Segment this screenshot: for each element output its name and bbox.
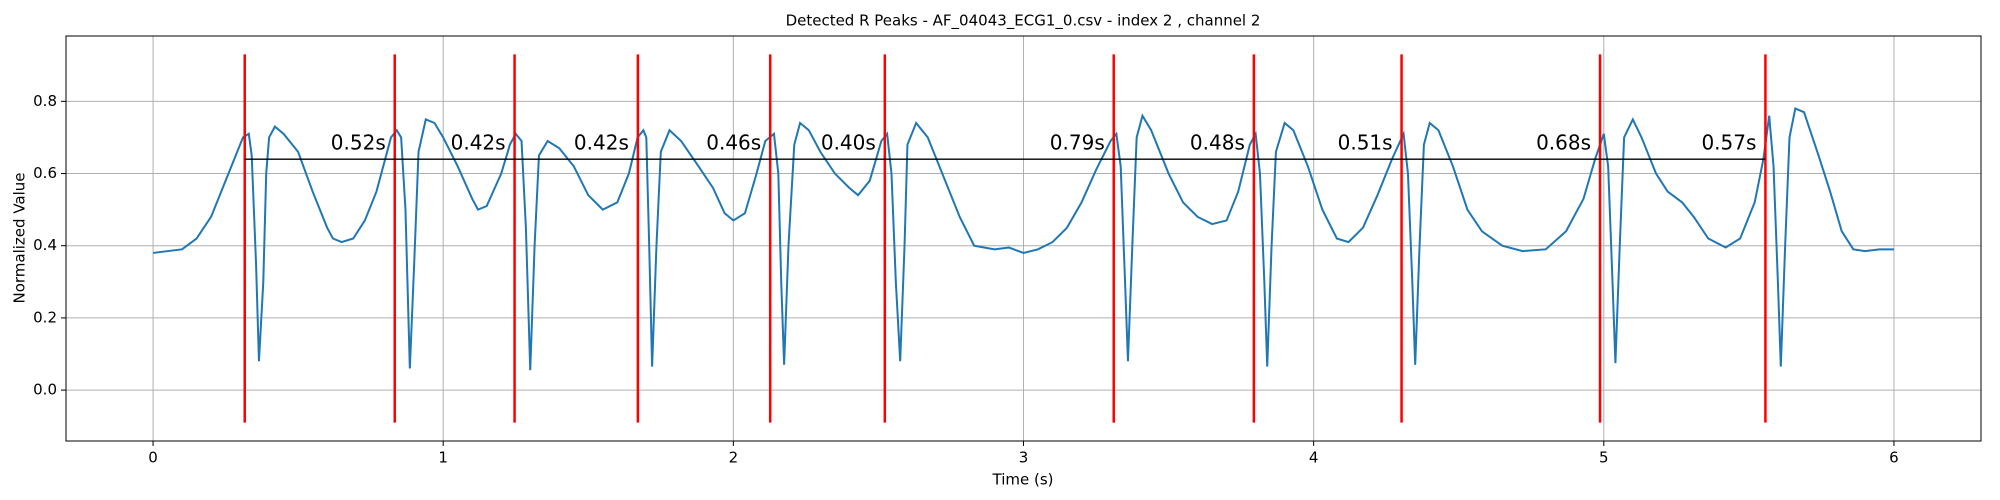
y-axis-label: Normalized Value	[11, 172, 29, 303]
interval-label: 0.48s	[1190, 131, 1245, 155]
interval-label: 0.52s	[331, 131, 386, 155]
x-axis-label: Time (s)	[992, 471, 1054, 489]
y-tick-label: 0.4	[33, 236, 57, 254]
x-tick-label: 6	[1889, 449, 1899, 467]
y-tick-label: 0.6	[33, 164, 57, 182]
x-tick-label: 0	[148, 449, 158, 467]
signal-line	[152, 107, 1894, 371]
interval-label: 0.42s	[451, 131, 506, 155]
x-tick-label: 4	[1309, 449, 1319, 467]
y-tick-label: 0.8	[33, 92, 57, 110]
interval-label: 0.42s	[574, 131, 629, 155]
interval-label: 0.57s	[1701, 131, 1756, 155]
chart-title: Detected R Peaks - AF_04043_ECG1_0.csv -…	[786, 12, 1261, 31]
interval-label: 0.46s	[706, 131, 761, 155]
interval-label: 0.68s	[1536, 131, 1591, 155]
interval-label: 0.51s	[1338, 131, 1393, 155]
x-tick-label: 3	[1019, 449, 1029, 467]
x-tick-label: 1	[438, 449, 448, 467]
plot-frame	[65, 35, 1982, 442]
x-tick-label: 2	[729, 449, 739, 467]
interval-label: 0.40s	[821, 131, 876, 155]
y-tick-label: 0.2	[33, 308, 57, 326]
interval-label: 0.79s	[1050, 131, 1105, 155]
x-tick-label: 5	[1599, 449, 1609, 467]
y-tick-label: 0.0	[33, 381, 57, 399]
